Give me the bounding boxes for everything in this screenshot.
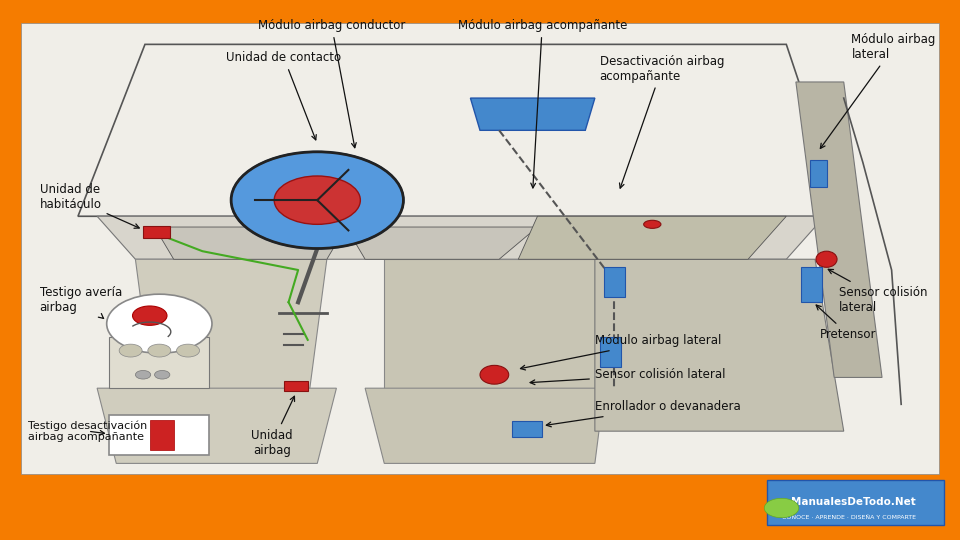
Polygon shape — [595, 259, 844, 431]
Text: ManualesDeTodo.Net: ManualesDeTodo.Net — [791, 497, 916, 507]
Polygon shape — [97, 217, 825, 259]
Bar — [801, 267, 822, 302]
Polygon shape — [346, 227, 538, 259]
Circle shape — [107, 294, 212, 353]
Polygon shape — [384, 259, 595, 404]
Polygon shape — [518, 217, 786, 259]
Bar — [150, 421, 174, 450]
Text: Unidad de
habitáculo: Unidad de habitáculo — [39, 184, 139, 228]
Bar — [605, 267, 626, 297]
Text: Sensor colisión lateral: Sensor colisión lateral — [530, 368, 726, 384]
Text: Módulo airbag conductor: Módulo airbag conductor — [258, 19, 405, 148]
Polygon shape — [796, 82, 882, 377]
Bar — [810, 160, 828, 187]
Ellipse shape — [644, 220, 660, 228]
Circle shape — [231, 152, 403, 248]
Text: Enrollador o devanadera: Enrollador o devanadera — [546, 401, 740, 427]
Circle shape — [177, 344, 200, 357]
Circle shape — [764, 498, 799, 518]
Circle shape — [132, 306, 167, 325]
Ellipse shape — [480, 366, 509, 384]
Bar — [108, 415, 209, 455]
Circle shape — [135, 370, 151, 379]
Text: Módulo airbag acompañante: Módulo airbag acompañante — [458, 19, 627, 188]
Bar — [600, 337, 621, 367]
Bar — [284, 381, 308, 391]
Text: Módulo airbag lateral: Módulo airbag lateral — [520, 334, 721, 370]
Circle shape — [275, 176, 360, 224]
Circle shape — [119, 344, 142, 357]
Text: Testigo desactivación
airbag acompañante: Testigo desactivación airbag acompañante — [28, 420, 148, 442]
Polygon shape — [97, 388, 336, 463]
Ellipse shape — [816, 251, 837, 267]
Text: Unidad de contacto: Unidad de contacto — [227, 51, 342, 140]
Bar — [512, 422, 542, 436]
Text: Unidad
airbag: Unidad airbag — [252, 396, 295, 457]
Text: Sensor colisión
lateral: Sensor colisión lateral — [828, 269, 927, 314]
Circle shape — [148, 344, 171, 357]
Circle shape — [155, 370, 170, 379]
Bar — [143, 226, 170, 238]
Text: Testigo avería
airbag: Testigo avería airbag — [39, 286, 122, 319]
Polygon shape — [470, 98, 595, 130]
Text: Pretensor: Pretensor — [816, 305, 876, 341]
Text: Desactivación airbag
acompañante: Desactivación airbag acompañante — [600, 55, 724, 188]
Text: Módulo airbag
lateral: Módulo airbag lateral — [821, 33, 936, 148]
Bar — [108, 337, 209, 388]
Text: CONOCE · APRENDE · DISEÑA Y COMPARTE: CONOCE · APRENDE · DISEÑA Y COMPARTE — [781, 515, 916, 519]
Bar — [20, 23, 940, 474]
Polygon shape — [365, 388, 605, 463]
Bar — [767, 480, 945, 525]
Polygon shape — [135, 259, 326, 404]
Polygon shape — [155, 227, 346, 259]
